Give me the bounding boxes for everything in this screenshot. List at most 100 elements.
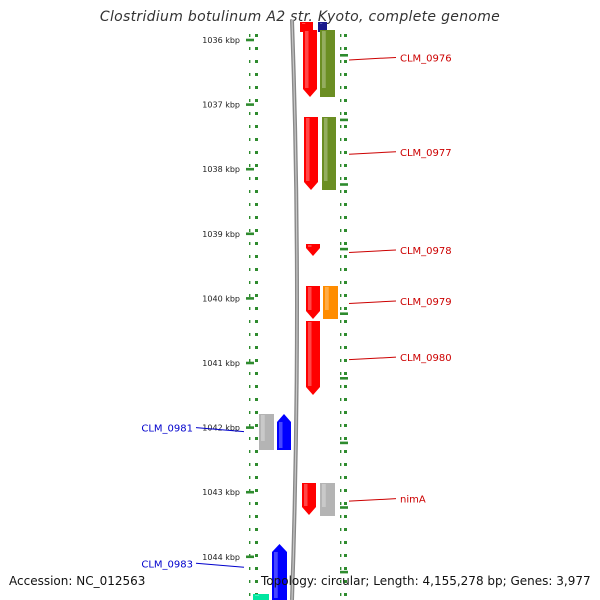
dotted-tick: [249, 437, 251, 440]
gene-label: CLM_0978: [400, 246, 452, 257]
gene-feature-red-shine: [306, 118, 310, 181]
dotted-tick: [340, 515, 342, 518]
dotted-tick: [249, 541, 251, 544]
dotted-tick: [340, 151, 342, 154]
dotted-tick: [255, 398, 258, 401]
dotted-tick: [344, 281, 347, 284]
dotted-tick: [249, 502, 251, 505]
dotted-tick: [255, 216, 258, 219]
major-tick: [340, 570, 348, 574]
gene-feature-olive: [320, 30, 335, 97]
dotted-tick: [344, 450, 347, 453]
dotted-tick: [344, 476, 347, 479]
dotted-tick: [255, 372, 258, 375]
dotted-tick: [344, 255, 347, 258]
dotted-tick: [249, 203, 251, 206]
leader-line: [348, 249, 397, 253]
dotted-tick: [344, 125, 347, 128]
dotted-tick: [344, 346, 347, 349]
gene-feature-red-shine: [308, 287, 312, 310]
dotted-tick: [249, 359, 251, 362]
dotted-tick: [344, 528, 347, 531]
dotted-tick: [340, 216, 342, 219]
dotted-tick: [340, 554, 342, 557]
dotted-tick: [340, 307, 342, 310]
dotted-tick: [340, 437, 342, 440]
gene-label: CLM_0983: [141, 559, 193, 570]
dotted-tick: [249, 73, 251, 76]
dotted-tick: [344, 164, 347, 167]
dotted-tick: [249, 242, 251, 245]
dotted-tick: [344, 73, 347, 76]
dotted-tick: [340, 567, 342, 570]
dotted-tick: [340, 177, 342, 180]
dotted-tick: [255, 424, 258, 427]
dotted-tick: [255, 190, 258, 193]
dotted-tick: [255, 411, 258, 414]
dotted-tick: [340, 86, 342, 89]
dotted-tick: [255, 229, 258, 232]
major-tick: [246, 361, 254, 365]
dotted-tick: [344, 203, 347, 206]
dotted-tick: [340, 294, 342, 297]
dotted-tick: [249, 463, 251, 466]
dotted-tick: [249, 268, 251, 271]
scale-label: 1043 kbp: [202, 488, 240, 497]
dotted-tick: [249, 346, 251, 349]
dotted-tick: [255, 437, 258, 440]
dotted-tick: [249, 450, 251, 453]
dotted-tick: [249, 333, 251, 336]
dotted-tick: [255, 294, 258, 297]
dotted-tick: [340, 385, 342, 388]
leader-line: [348, 151, 397, 155]
dotted-tick: [255, 203, 258, 206]
dotted-tick: [249, 372, 251, 375]
dotted-tick: [255, 333, 258, 336]
dotted-tick: [344, 411, 347, 414]
gene-feature-gray: [320, 483, 335, 516]
gene-feature-olive-shine: [324, 118, 328, 181]
gene-feature-blue: [318, 22, 327, 32]
dotted-tick: [340, 411, 342, 414]
dotted-tick: [344, 580, 347, 583]
dotted-tick: [249, 580, 251, 583]
dotted-tick: [249, 229, 251, 232]
dotted-tick: [344, 437, 347, 440]
dotted-tick: [249, 307, 251, 310]
gene-feature-red: [306, 286, 320, 319]
dotted-tick: [255, 567, 258, 570]
dotted-tick: [340, 463, 342, 466]
dotted-tick: [340, 112, 342, 115]
dotted-tick: [344, 541, 347, 544]
dotted-tick: [255, 255, 258, 258]
scale-ticks: 1036 kbp 1037 kbp 1038 kbp 1039 kbp 1040 kbp…: [202, 34, 348, 596]
gene-feature-blue: [272, 544, 287, 600]
dotted-tick: [255, 450, 258, 453]
dotted-tick: [344, 47, 347, 50]
dotted-tick: [255, 541, 258, 544]
gene-feature-teal: [253, 594, 269, 600]
dotted-tick: [344, 398, 347, 401]
dotted-tick: [344, 515, 347, 518]
gene-feature-red-shine: [308, 245, 312, 247]
dotted-tick: [255, 138, 258, 141]
dotted-tick: [344, 60, 347, 63]
dotted-tick: [249, 385, 251, 388]
dotted-tick: [340, 398, 342, 401]
gene-feature-red: [303, 30, 317, 97]
dotted-tick: [344, 320, 347, 323]
dotted-tick: [340, 34, 342, 37]
scale-label: 1037 kbp: [202, 101, 240, 110]
dotted-tick: [255, 151, 258, 154]
dotted-tick: [255, 502, 258, 505]
dotted-tick: [340, 320, 342, 323]
scale-label: 1040 kbp: [202, 294, 240, 303]
dotted-tick: [344, 593, 347, 596]
dotted-tick: [249, 216, 251, 219]
dotted-tick: [340, 203, 342, 206]
dotted-tick: [344, 190, 347, 193]
leader-line: [348, 56, 397, 61]
gene-feature-red: [306, 321, 320, 395]
dotted-tick: [255, 580, 258, 583]
